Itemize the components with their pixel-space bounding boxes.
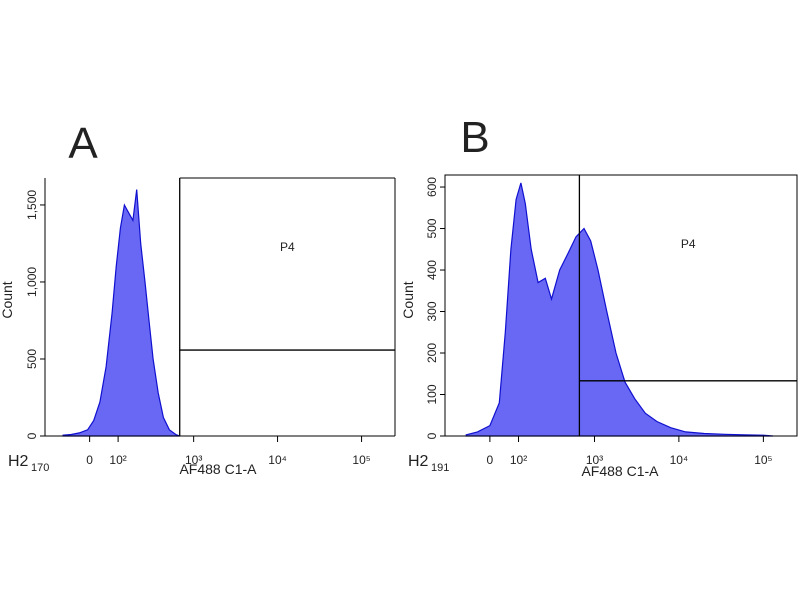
x-tick-label: 10²: [510, 453, 527, 467]
y-tick-label: 600: [425, 177, 439, 197]
panel-label: B: [460, 113, 489, 162]
x-tick-label: 10²: [109, 453, 126, 467]
x-tick-label: 10⁵: [754, 453, 772, 467]
sample-number: 191: [431, 462, 449, 474]
gate-label: P4: [280, 240, 295, 254]
y-tick-label: 200: [425, 343, 439, 363]
y-tick-label: 0: [25, 432, 39, 439]
x-tick-label: 10³: [586, 453, 603, 467]
x-tick-label: 10³: [185, 453, 202, 467]
sample-label: H2: [8, 453, 29, 470]
gate-label: P4: [681, 237, 696, 251]
y-axis-label: Count: [0, 281, 15, 318]
y-tick-label: 1,000: [25, 267, 39, 297]
x-tick-label: 10⁵: [352, 453, 370, 467]
plot-frame: [444, 174, 798, 437]
sample-label: H2: [408, 453, 429, 470]
histogram-area: [62, 189, 181, 437]
x-tick-label: 10⁴: [268, 453, 287, 467]
sample-number: 170: [31, 462, 49, 474]
panel-label: A: [68, 119, 98, 168]
y-tick-label: 500: [25, 349, 39, 369]
y-tick-label: 400: [425, 260, 439, 280]
x-axis-label: AF488 C1-A: [179, 461, 257, 477]
y-tick-label: 0: [425, 432, 439, 439]
x-tick-label: 0: [86, 453, 93, 467]
x-tick-label: 10⁴: [670, 453, 689, 467]
y-tick-label: 100: [425, 384, 439, 404]
y-tick-label: 500: [425, 218, 439, 238]
y-axis-label: Count: [400, 281, 416, 318]
x-axis-label: AF488 C1-A: [581, 463, 659, 479]
y-tick-label: 1,500: [25, 190, 39, 220]
histogram-area: [465, 182, 774, 437]
x-tick-label: 0: [487, 453, 494, 467]
y-tick-label: 300: [425, 301, 439, 321]
